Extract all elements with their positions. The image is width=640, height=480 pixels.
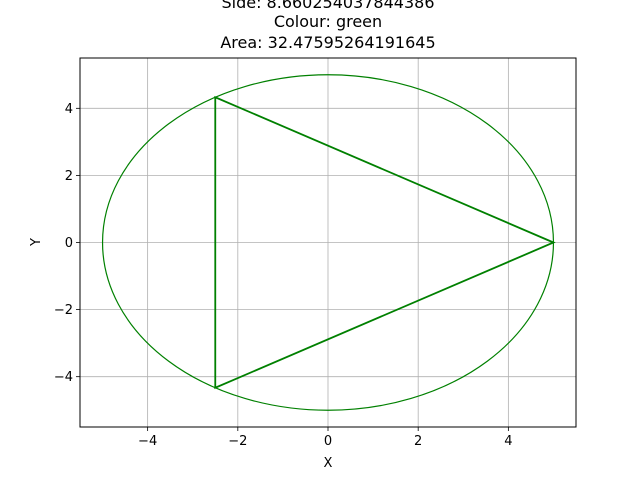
x-tick-label: 4: [504, 434, 512, 449]
x-tick-label: −4: [138, 434, 157, 449]
x-tick-label: −2: [228, 434, 247, 449]
chart-title-line-2: Colour: green: [274, 12, 382, 31]
y-tick-label: 2: [65, 169, 73, 184]
y-tick-label: −4: [54, 370, 73, 385]
plot-data: [101, 74, 556, 411]
x-axis-label: X: [324, 456, 333, 471]
x-tick-label: 2: [414, 434, 422, 449]
grid-lines: [80, 58, 576, 427]
y-tick-label: 0: [65, 236, 73, 251]
x-tick-label: 0: [324, 434, 332, 449]
y-tick-label: 4: [65, 102, 73, 117]
axis-ticks: −4 −2 0 2 4 −4 −2 0 2 4: [54, 102, 513, 449]
equilateral-triangle: [214, 95, 556, 390]
y-axis-label: Y: [29, 238, 44, 247]
y-tick-label: −2: [54, 303, 73, 318]
chart-title-line-3: Area: 32.47595264191645: [220, 33, 435, 52]
chart-title-line-1: Side: 8.660254037844386: [221, 0, 434, 12]
